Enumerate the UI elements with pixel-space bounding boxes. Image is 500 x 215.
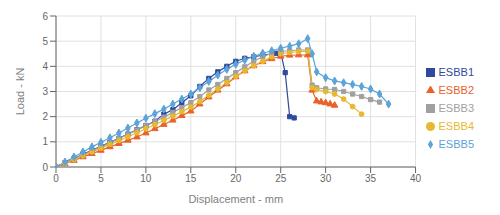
html-text:ESBB5: ESBB5	[438, 137, 474, 150]
svg-text:Load - kN: Load - kN	[14, 68, 26, 116]
html-text:ESBB4: ESBB4	[438, 119, 474, 132]
svg-text:5: 5	[42, 36, 48, 47]
svg-text:0: 0	[42, 162, 48, 173]
svg-text:35: 35	[365, 173, 377, 184]
svg-text:10: 10	[140, 173, 152, 184]
svg-text:Displacement - mm: Displacement - mm	[188, 193, 283, 205]
svg-text:30: 30	[320, 173, 332, 184]
svg-text:25: 25	[275, 173, 287, 184]
svg-text:4: 4	[42, 61, 48, 72]
svg-text:5: 5	[98, 173, 104, 184]
svg-text:40: 40	[410, 173, 422, 184]
svg-text:0: 0	[53, 173, 59, 184]
svg-text:20: 20	[230, 173, 242, 184]
html-text:ESBB1: ESBB1	[438, 65, 474, 78]
svg-text:2: 2	[42, 111, 48, 122]
svg-text:15: 15	[185, 173, 197, 184]
svg-text:1: 1	[42, 136, 48, 147]
svg-text:6: 6	[42, 11, 48, 22]
svg-text:3: 3	[42, 86, 48, 97]
html-text:ESBB2: ESBB2	[438, 83, 474, 96]
html-text:ESBB3: ESBB3	[438, 101, 474, 114]
